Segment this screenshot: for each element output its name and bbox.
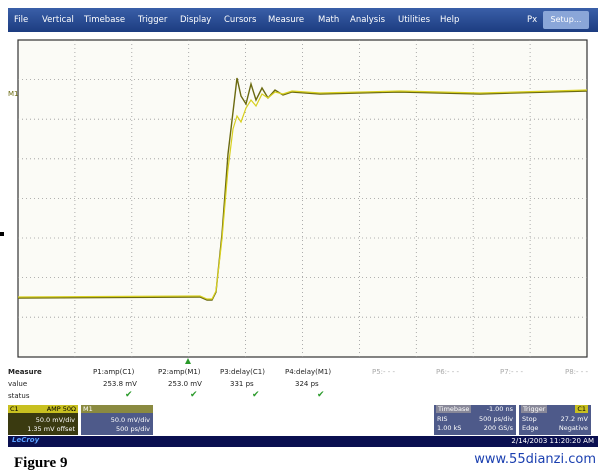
timebase-samples: 1.00 kS xyxy=(437,424,462,432)
menu-item[interactable]: Measure xyxy=(268,15,305,25)
status-check: ✔ xyxy=(252,390,260,400)
menu-bar xyxy=(8,8,598,32)
measure-header: P7:- - - xyxy=(500,368,524,376)
row-label: value xyxy=(8,380,28,388)
c1-trace xyxy=(17,89,588,300)
channel-detail: 1.35 mV offset xyxy=(27,425,75,433)
menu-item[interactable]: Trigger xyxy=(138,15,168,25)
setup-button[interactable]: Setup... xyxy=(543,11,589,29)
trigger-type: Edge xyxy=(522,424,539,432)
menu-item[interactable]: Math xyxy=(318,15,340,25)
measure-header: P6:- - - xyxy=(436,368,460,376)
m1-box: M1 50.0 mV/div 500 ps/div xyxy=(81,405,153,435)
waveform-display: M1 xyxy=(0,39,588,364)
measure-value: 253.0 mV xyxy=(168,380,202,388)
channel-detail: 500 ps/div xyxy=(116,425,150,433)
menu-item[interactable]: Timebase xyxy=(84,15,126,25)
menu-item[interactable]: Display xyxy=(180,15,212,25)
measure-header: P5:- - - xyxy=(372,368,396,376)
status-bar: LeCroy 2/14/2003 11:20:20 AM xyxy=(8,436,598,447)
measure-header: P2:amp(M1) xyxy=(158,368,201,376)
measure-header: P8:- - - xyxy=(565,368,589,376)
status-check: ✔ xyxy=(317,390,325,400)
menu-item[interactable]: Help xyxy=(440,15,460,25)
row-label: status xyxy=(8,392,30,400)
timebase-box: Timebase -1.00 ns RIS 500 ps/div 1.00 kS… xyxy=(434,405,516,435)
brand: LeCroy xyxy=(12,436,40,444)
timebase-scale: 500 ps/div xyxy=(479,415,513,423)
trigger-box: Trigger C1 Stop 27.2 mV Edge Negative xyxy=(519,405,591,435)
trigger-marker xyxy=(185,358,191,364)
c1-box: C1 AMP 50Ω 50.0 mV/div 1.35 mV offset xyxy=(8,405,78,435)
edge-marker xyxy=(0,232,4,236)
status-check: ✔ xyxy=(190,390,198,400)
channel-scale: 50.0 mV/div xyxy=(35,416,75,424)
caption: Figure 9 xyxy=(14,455,68,471)
channel-tag: AMP 50Ω xyxy=(46,405,76,413)
trigger-slope: Negative xyxy=(558,424,588,432)
trigger-level: 27.2 mV xyxy=(560,415,588,423)
menu-item[interactable]: File xyxy=(14,15,29,25)
trace-label: M1 xyxy=(8,90,19,98)
measure-value: 253.8 mV xyxy=(103,380,137,388)
measure-title: Measure xyxy=(8,368,42,376)
measure-header: P4:delay(M1) xyxy=(285,368,332,376)
measure-value: 331 ps xyxy=(230,380,254,388)
measure-value: 324 ps xyxy=(295,380,319,388)
menu-item[interactable]: Utilities xyxy=(398,15,430,25)
timebase-mode: RIS xyxy=(437,415,448,423)
timebase-delay: -1.00 ns xyxy=(486,405,513,413)
channel-scale: 50.0 mV/div xyxy=(110,416,150,424)
trigger-title: Trigger xyxy=(521,405,548,413)
menu-item[interactable]: Cursors xyxy=(224,15,257,25)
status-check: ✔ xyxy=(125,390,133,400)
trigger-source: C1 xyxy=(575,405,588,413)
channel-name: C1 xyxy=(10,405,19,413)
measure-header: P1:amp(C1) xyxy=(93,368,135,376)
watermark: www.55dianzi.com xyxy=(474,452,596,467)
trigger-mode: Stop xyxy=(522,415,537,423)
channel-name: M1 xyxy=(83,405,93,413)
measure-header: P3:delay(C1) xyxy=(220,368,265,376)
timebase-rate: 200 GS/s xyxy=(483,424,513,432)
timebase-title: Timebase xyxy=(436,405,472,413)
px-label: Px xyxy=(527,15,538,25)
timestamp: 2/14/2003 11:20:20 AM xyxy=(511,437,594,445)
menu-item[interactable]: Analysis xyxy=(350,15,386,25)
menu-item[interactable]: Vertical xyxy=(42,15,74,25)
